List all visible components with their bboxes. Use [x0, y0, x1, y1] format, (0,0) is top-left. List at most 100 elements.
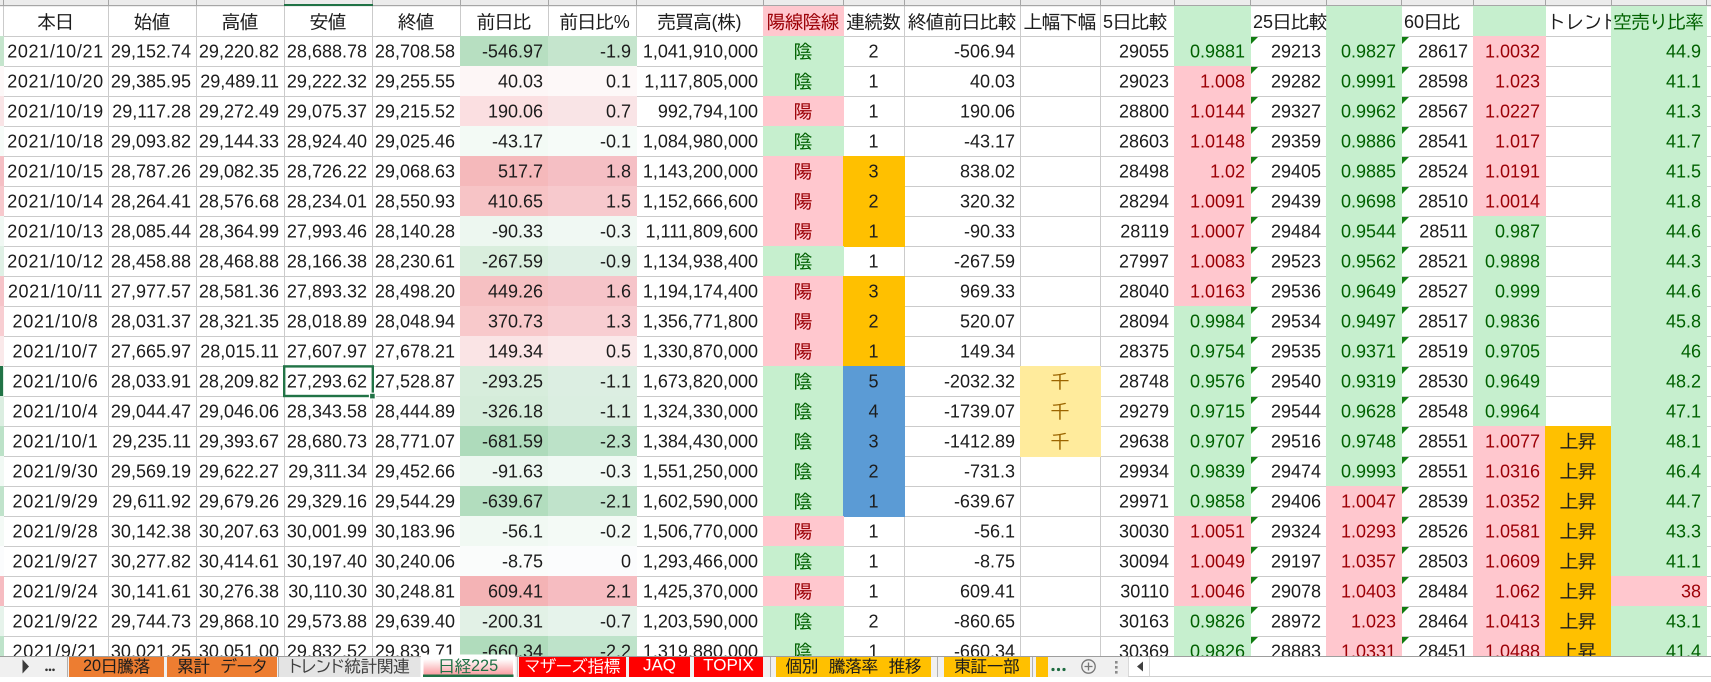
- svg-text:-681.59: -681.59: [482, 432, 543, 452]
- svg-text:1: 1: [868, 522, 878, 542]
- svg-text:48.2: 48.2: [1666, 372, 1701, 392]
- svg-text:-2.1: -2.1: [600, 492, 631, 512]
- svg-text:1,384,430,000: 1,384,430,000: [643, 432, 758, 452]
- svg-text:29,622.27: 29,622.27: [199, 462, 279, 482]
- svg-text:0.9649: 0.9649: [1341, 282, 1396, 302]
- svg-text:28,343.58: 28,343.58: [287, 402, 367, 422]
- svg-text:2021/10/13: 2021/10/13: [7, 222, 104, 242]
- svg-text:30,141.61: 30,141.61: [111, 582, 191, 602]
- svg-text:1,293,466,000: 1,293,466,000: [643, 552, 758, 572]
- svg-text:28,364.99: 28,364.99: [199, 222, 279, 242]
- svg-text:28375: 28375: [1119, 342, 1169, 362]
- svg-text:-639.67: -639.67: [482, 492, 543, 512]
- svg-text:5: 5: [868, 372, 878, 392]
- svg-text:0.9991: 0.9991: [1341, 72, 1396, 92]
- svg-text:0.9707: 0.9707: [1190, 432, 1245, 452]
- svg-text:-731.3: -731.3: [964, 462, 1015, 482]
- svg-text:0.9319: 0.9319: [1341, 372, 1396, 392]
- svg-text:0.9698: 0.9698: [1341, 192, 1396, 212]
- svg-text:2021/9/22: 2021/9/22: [13, 612, 99, 632]
- svg-text:29,544.29: 29,544.29: [375, 492, 455, 512]
- svg-text:28,015.11: 28,015.11: [200, 342, 279, 362]
- svg-text:0.987: 0.987: [1495, 222, 1540, 242]
- svg-text:27,977.57: 27,977.57: [111, 282, 191, 302]
- svg-text:1.6: 1.6: [606, 282, 631, 302]
- svg-text:2021/9/29: 2021/9/29: [13, 492, 99, 512]
- svg-text:29638: 29638: [1119, 432, 1169, 452]
- svg-text:-0.1: -0.1: [600, 132, 631, 152]
- svg-text:1.0046: 1.0046: [1190, 582, 1245, 602]
- svg-text:29,311.34: 29,311.34: [288, 462, 367, 482]
- svg-text:-1.1: -1.1: [600, 402, 631, 422]
- svg-text:449.26: 449.26: [488, 282, 543, 302]
- svg-text:609.41: 609.41: [488, 582, 543, 602]
- svg-text:-90.33: -90.33: [492, 222, 543, 242]
- svg-text:2021/10/15: 2021/10/15: [7, 162, 104, 182]
- svg-text:29282: 29282: [1271, 72, 1321, 92]
- svg-text:-267.59: -267.59: [954, 252, 1015, 272]
- svg-text:-2.3: -2.3: [600, 432, 631, 452]
- svg-text:1,203,590,000: 1,203,590,000: [643, 612, 758, 632]
- svg-text:1.0014: 1.0014: [1485, 192, 1540, 212]
- svg-text:1.0293: 1.0293: [1341, 522, 1396, 542]
- svg-text:1.0403: 1.0403: [1341, 582, 1396, 602]
- svg-text:28,771.07: 28,771.07: [375, 432, 455, 452]
- svg-text:30,051.00: 30,051.00: [199, 642, 279, 662]
- svg-text:28294: 28294: [1119, 192, 1169, 212]
- svg-text:28567: 28567: [1418, 102, 1468, 122]
- svg-text:38: 38: [1681, 582, 1701, 602]
- svg-text:46: 46: [1681, 342, 1701, 362]
- svg-text:43.1: 43.1: [1666, 612, 1701, 632]
- svg-text:28521: 28521: [1418, 252, 1468, 272]
- svg-text:-660.34: -660.34: [954, 642, 1015, 662]
- svg-text:28,166.38: 28,166.38: [287, 252, 367, 272]
- svg-text:1: 1: [868, 132, 878, 152]
- svg-text:29536: 29536: [1271, 282, 1321, 302]
- svg-text:2: 2: [471, 657, 480, 675]
- svg-text:30,183.96: 30,183.96: [375, 522, 455, 542]
- svg-text:2021/10/11: 2021/10/11: [8, 282, 103, 302]
- svg-text:0.9962: 0.9962: [1341, 102, 1396, 122]
- svg-text:0.7: 0.7: [606, 102, 631, 122]
- svg-text:28524: 28524: [1418, 162, 1468, 182]
- svg-text:2: 2: [868, 192, 878, 212]
- svg-text:0.9705: 0.9705: [1485, 342, 1540, 362]
- svg-text:1: 1: [868, 252, 878, 272]
- svg-text:0.9371: 0.9371: [1341, 342, 1396, 362]
- svg-text:41.5: 41.5: [1666, 162, 1701, 182]
- svg-text:1.0609: 1.0609: [1485, 552, 1540, 572]
- svg-text:0.9836: 0.9836: [1485, 312, 1540, 332]
- svg-text:29405: 29405: [1271, 162, 1321, 182]
- svg-text:0.9649: 0.9649: [1485, 372, 1540, 392]
- svg-text:0.9748: 0.9748: [1341, 432, 1396, 452]
- svg-text:-43.17: -43.17: [492, 132, 543, 152]
- svg-text:28040: 28040: [1119, 282, 1169, 302]
- svg-text:520.07: 520.07: [960, 312, 1015, 332]
- svg-text:28,787.26: 28,787.26: [111, 162, 191, 182]
- svg-text:0.9827: 0.9827: [1341, 42, 1396, 62]
- svg-text:5: 5: [489, 657, 498, 675]
- svg-text:190.06: 190.06: [960, 102, 1015, 122]
- svg-text:0.9544: 0.9544: [1341, 222, 1396, 242]
- svg-text:41.7: 41.7: [1666, 132, 1701, 152]
- svg-text:28,576.68: 28,576.68: [199, 192, 279, 212]
- svg-text:2021/9/27: 2021/9/27: [13, 552, 99, 572]
- svg-text:29,235.11: 29,235.11: [112, 432, 191, 452]
- svg-text:0.9898: 0.9898: [1485, 252, 1540, 272]
- svg-text:-1412.89: -1412.89: [944, 432, 1015, 452]
- svg-text:517.7: 517.7: [498, 162, 543, 182]
- svg-text:320.32: 320.32: [960, 192, 1015, 212]
- svg-text:30,142.38: 30,142.38: [111, 522, 191, 542]
- svg-text:1: 1: [868, 642, 878, 662]
- svg-text:29474: 29474: [1271, 462, 1321, 482]
- svg-text:0.9964: 0.9964: [1485, 402, 1540, 422]
- svg-text:29327: 29327: [1271, 102, 1321, 122]
- svg-text:1: 1: [868, 552, 878, 572]
- svg-text:29,044.47: 29,044.47: [111, 402, 191, 422]
- svg-text:30,207.63: 30,207.63: [199, 522, 279, 542]
- svg-text:1.0007: 1.0007: [1190, 222, 1245, 242]
- svg-text:-660.34: -660.34: [482, 642, 543, 662]
- svg-text:28,048.94: 28,048.94: [375, 312, 455, 332]
- svg-text:30030: 30030: [1119, 522, 1169, 542]
- svg-text:41.4: 41.4: [1666, 642, 1701, 662]
